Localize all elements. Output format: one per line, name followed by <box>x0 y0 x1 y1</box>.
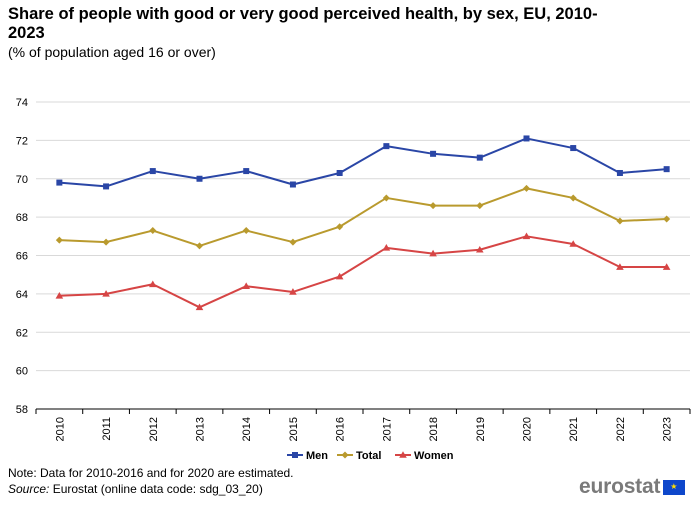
legend-label-women: Women <box>414 450 454 462</box>
data-point-men <box>476 154 483 161</box>
y-tick-label: 74 <box>16 97 28 109</box>
logo-text: eurostat <box>579 475 661 498</box>
x-tick-label: 2011 <box>101 417 113 441</box>
legend-label-total: Total <box>356 450 381 462</box>
data-point-men <box>570 145 577 152</box>
data-point-women <box>475 245 484 253</box>
x-tick-label: 2017 <box>381 417 393 441</box>
data-point-women <box>335 272 344 280</box>
data-point-women <box>616 263 624 270</box>
data-point-women <box>569 240 578 247</box>
x-tick-label: 2022 <box>615 417 627 441</box>
eurostat-logo: eurostat <box>579 475 695 499</box>
data-point-women <box>289 288 297 295</box>
data-point-women <box>195 303 204 311</box>
data-point-women <box>148 280 157 288</box>
y-tick-label: 68 <box>16 212 28 224</box>
data-point-women <box>55 291 64 299</box>
data-point-total <box>242 227 250 235</box>
source-label: Source: <box>8 482 50 496</box>
data-point-men <box>243 168 250 175</box>
series-line-total <box>59 187 667 247</box>
data-point-total <box>336 223 344 231</box>
data-point-men <box>616 169 623 176</box>
legend-marker-men <box>292 452 298 458</box>
data-point-total <box>382 194 390 202</box>
data-point-men <box>523 135 530 142</box>
x-tick-label: 2016 <box>335 417 347 441</box>
data-point-total <box>476 202 484 210</box>
data-point-men <box>289 181 296 188</box>
eu-flag-icon <box>663 479 686 495</box>
y-tick-label: 64 <box>16 289 28 301</box>
data-point-total <box>149 227 157 235</box>
source-line: Source: Eurostat (online data code: sdg_… <box>8 482 263 496</box>
x-tick-label: 2023 <box>662 417 674 441</box>
x-tick-label: 2013 <box>195 417 207 441</box>
y-tick-label: 60 <box>16 366 28 378</box>
data-point-men <box>103 183 110 190</box>
x-tick-label: 2012 <box>148 417 160 441</box>
y-tick-label: 58 <box>16 404 28 416</box>
data-point-total <box>569 194 577 202</box>
y-tick-label: 62 <box>16 327 28 339</box>
series-line-men <box>59 137 667 188</box>
y-tick-label: 72 <box>16 135 28 147</box>
y-tick-label: 70 <box>16 174 28 186</box>
data-point-total <box>663 215 671 223</box>
data-point-total <box>429 202 437 210</box>
legend-marker-women <box>399 451 407 458</box>
data-point-total <box>102 238 110 246</box>
data-point-total <box>616 217 624 225</box>
data-point-men <box>196 175 203 182</box>
x-tick-label: 2010 <box>54 417 66 441</box>
data-point-women <box>429 249 437 257</box>
data-point-women <box>382 244 391 251</box>
chart-subtitle: (% of population aged 16 or over) <box>8 44 216 60</box>
x-tick-label: 2018 <box>428 417 440 441</box>
data-point-men <box>430 150 437 157</box>
x-tick-label: 2021 <box>568 417 580 441</box>
source-text: Eurostat (online data code: sdg_03_20) <box>52 482 263 496</box>
data-point-men <box>336 169 343 176</box>
data-point-men <box>56 179 63 186</box>
data-point-women <box>242 282 251 289</box>
chart-title: Share of people with good or very good p… <box>8 5 598 42</box>
x-tick-label: 2014 <box>241 417 253 441</box>
y-tick-label: 66 <box>16 251 28 263</box>
data-point-men <box>383 143 390 150</box>
data-point-total <box>55 236 63 244</box>
data-note: Note: Data for 2010-2016 and for 2020 ar… <box>8 466 294 480</box>
legend-label-men: Men <box>306 450 328 462</box>
line-chart: 58 60 62 64 66 68 70 72 74 2010 2011 2012 2013 2014 20… <box>16 97 691 462</box>
data-point-women <box>662 263 671 270</box>
data-point-men <box>149 168 156 175</box>
x-tick-label: 2015 <box>288 417 300 441</box>
x-tick-label: 2019 <box>475 417 487 441</box>
data-point-total <box>289 238 297 246</box>
legend-marker-total <box>341 451 349 459</box>
series-line-women <box>59 235 667 309</box>
data-point-men <box>663 166 670 173</box>
data-point-total <box>196 242 203 250</box>
data-point-women <box>102 290 110 297</box>
x-tick-label: 2020 <box>522 417 534 441</box>
data-point-total <box>523 184 530 192</box>
data-point-women <box>522 232 531 240</box>
